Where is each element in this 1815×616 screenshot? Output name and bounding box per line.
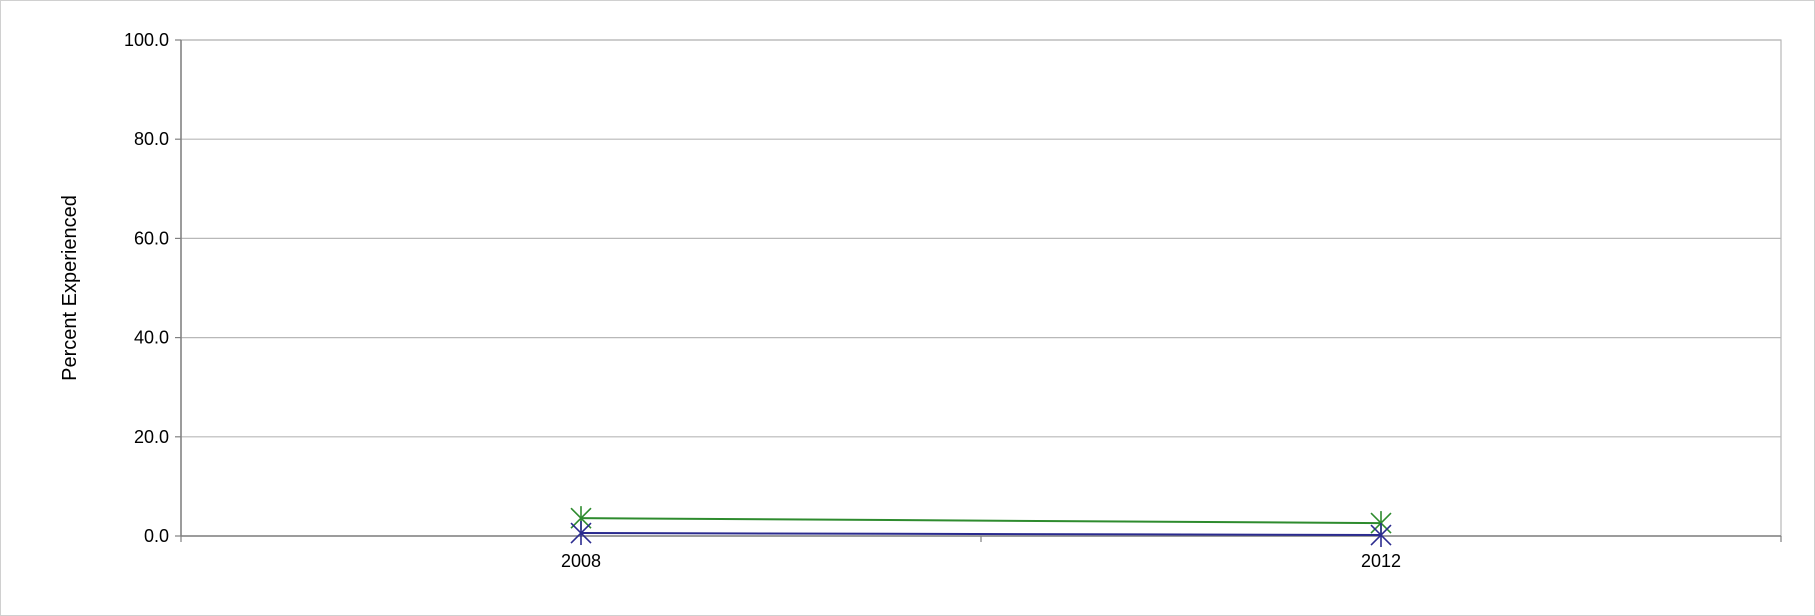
y-tick-label: 20.0: [134, 427, 169, 447]
series-line-1: [580, 517, 1382, 525]
y-tick-label: 60.0: [134, 228, 169, 248]
x-tick-label: 2008: [561, 551, 601, 571]
y-tick-label: 40.0: [134, 328, 169, 348]
data-point-marker: [570, 521, 592, 546]
y-axis-title: Percent Experienced: [59, 195, 81, 381]
y-tick-label: 80.0: [134, 129, 169, 149]
series-line-2: [580, 532, 1382, 537]
plot-area: [180, 39, 1782, 537]
y-tick-label: 0.0: [144, 526, 169, 546]
data-point-marker: [1370, 523, 1392, 548]
y-tick-label: 100.0: [124, 30, 169, 50]
x-tick-label: 2012: [1361, 551, 1401, 571]
